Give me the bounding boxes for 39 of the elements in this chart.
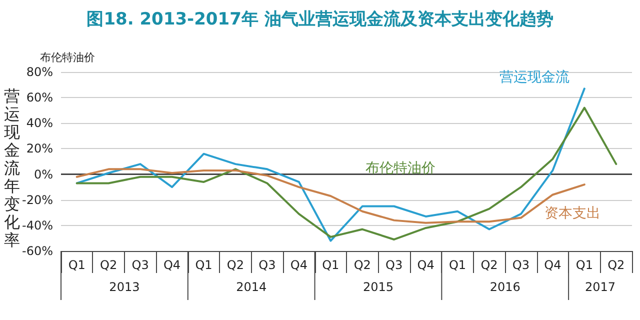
y-tick-label: 80% xyxy=(26,65,53,79)
x-tick-label: Q3 xyxy=(512,258,530,272)
text: 2017 xyxy=(585,280,616,294)
x-tick-label: Q4 xyxy=(417,258,434,272)
text: 布伦特油价 xyxy=(40,51,95,64)
y-tick-label: -60% xyxy=(22,244,53,258)
text: 2013 xyxy=(109,280,140,294)
x-tick-label: Q4 xyxy=(290,258,308,272)
text: 2015 xyxy=(362,280,394,294)
text: 2014 xyxy=(236,280,267,294)
chart-title: 图18. 2013-2017年 油气业营运现金流及资本支出变化趋势 xyxy=(86,10,554,30)
series-label: 资本支出 xyxy=(544,206,600,222)
x-tick-label: Q1 xyxy=(576,258,593,272)
x-tick-label: Q2 xyxy=(354,258,371,272)
text: 营运现金流年变化率 xyxy=(4,88,20,250)
y-tick-label: 60% xyxy=(26,90,53,105)
line-series xyxy=(76,88,586,242)
series-label: 营运现金流 xyxy=(499,70,570,86)
x-tick-label: Q2 xyxy=(226,258,244,272)
x-tick-label: Q3 xyxy=(132,258,149,272)
x-tick-label: Q1 xyxy=(322,258,340,272)
x-tick-label: Q1 xyxy=(195,258,212,272)
x-tick-label: Q3 xyxy=(258,258,276,272)
x-tick-label: Q2 xyxy=(608,258,625,272)
x-tick-label: Q4 xyxy=(163,258,181,272)
x-tick-label: Q3 xyxy=(386,258,403,272)
text: 2016 xyxy=(490,280,520,294)
line-series xyxy=(76,106,618,240)
y-tick-label: 0% xyxy=(34,167,53,182)
y-tick-label: -40% xyxy=(22,218,53,232)
x-tick-label: Q1 xyxy=(448,258,466,272)
x-tick-label: Q1 xyxy=(68,258,86,272)
y-tick-label: 20% xyxy=(26,142,53,156)
y-tick-label: 40% xyxy=(26,116,53,130)
x-tick-label: Q4 xyxy=(544,258,562,272)
x-tick-label: Q2 xyxy=(100,258,118,272)
y-tick-label: -20% xyxy=(22,192,53,207)
text: 布伦特油价 xyxy=(366,160,436,177)
x-tick-label: Q2 xyxy=(480,258,498,272)
